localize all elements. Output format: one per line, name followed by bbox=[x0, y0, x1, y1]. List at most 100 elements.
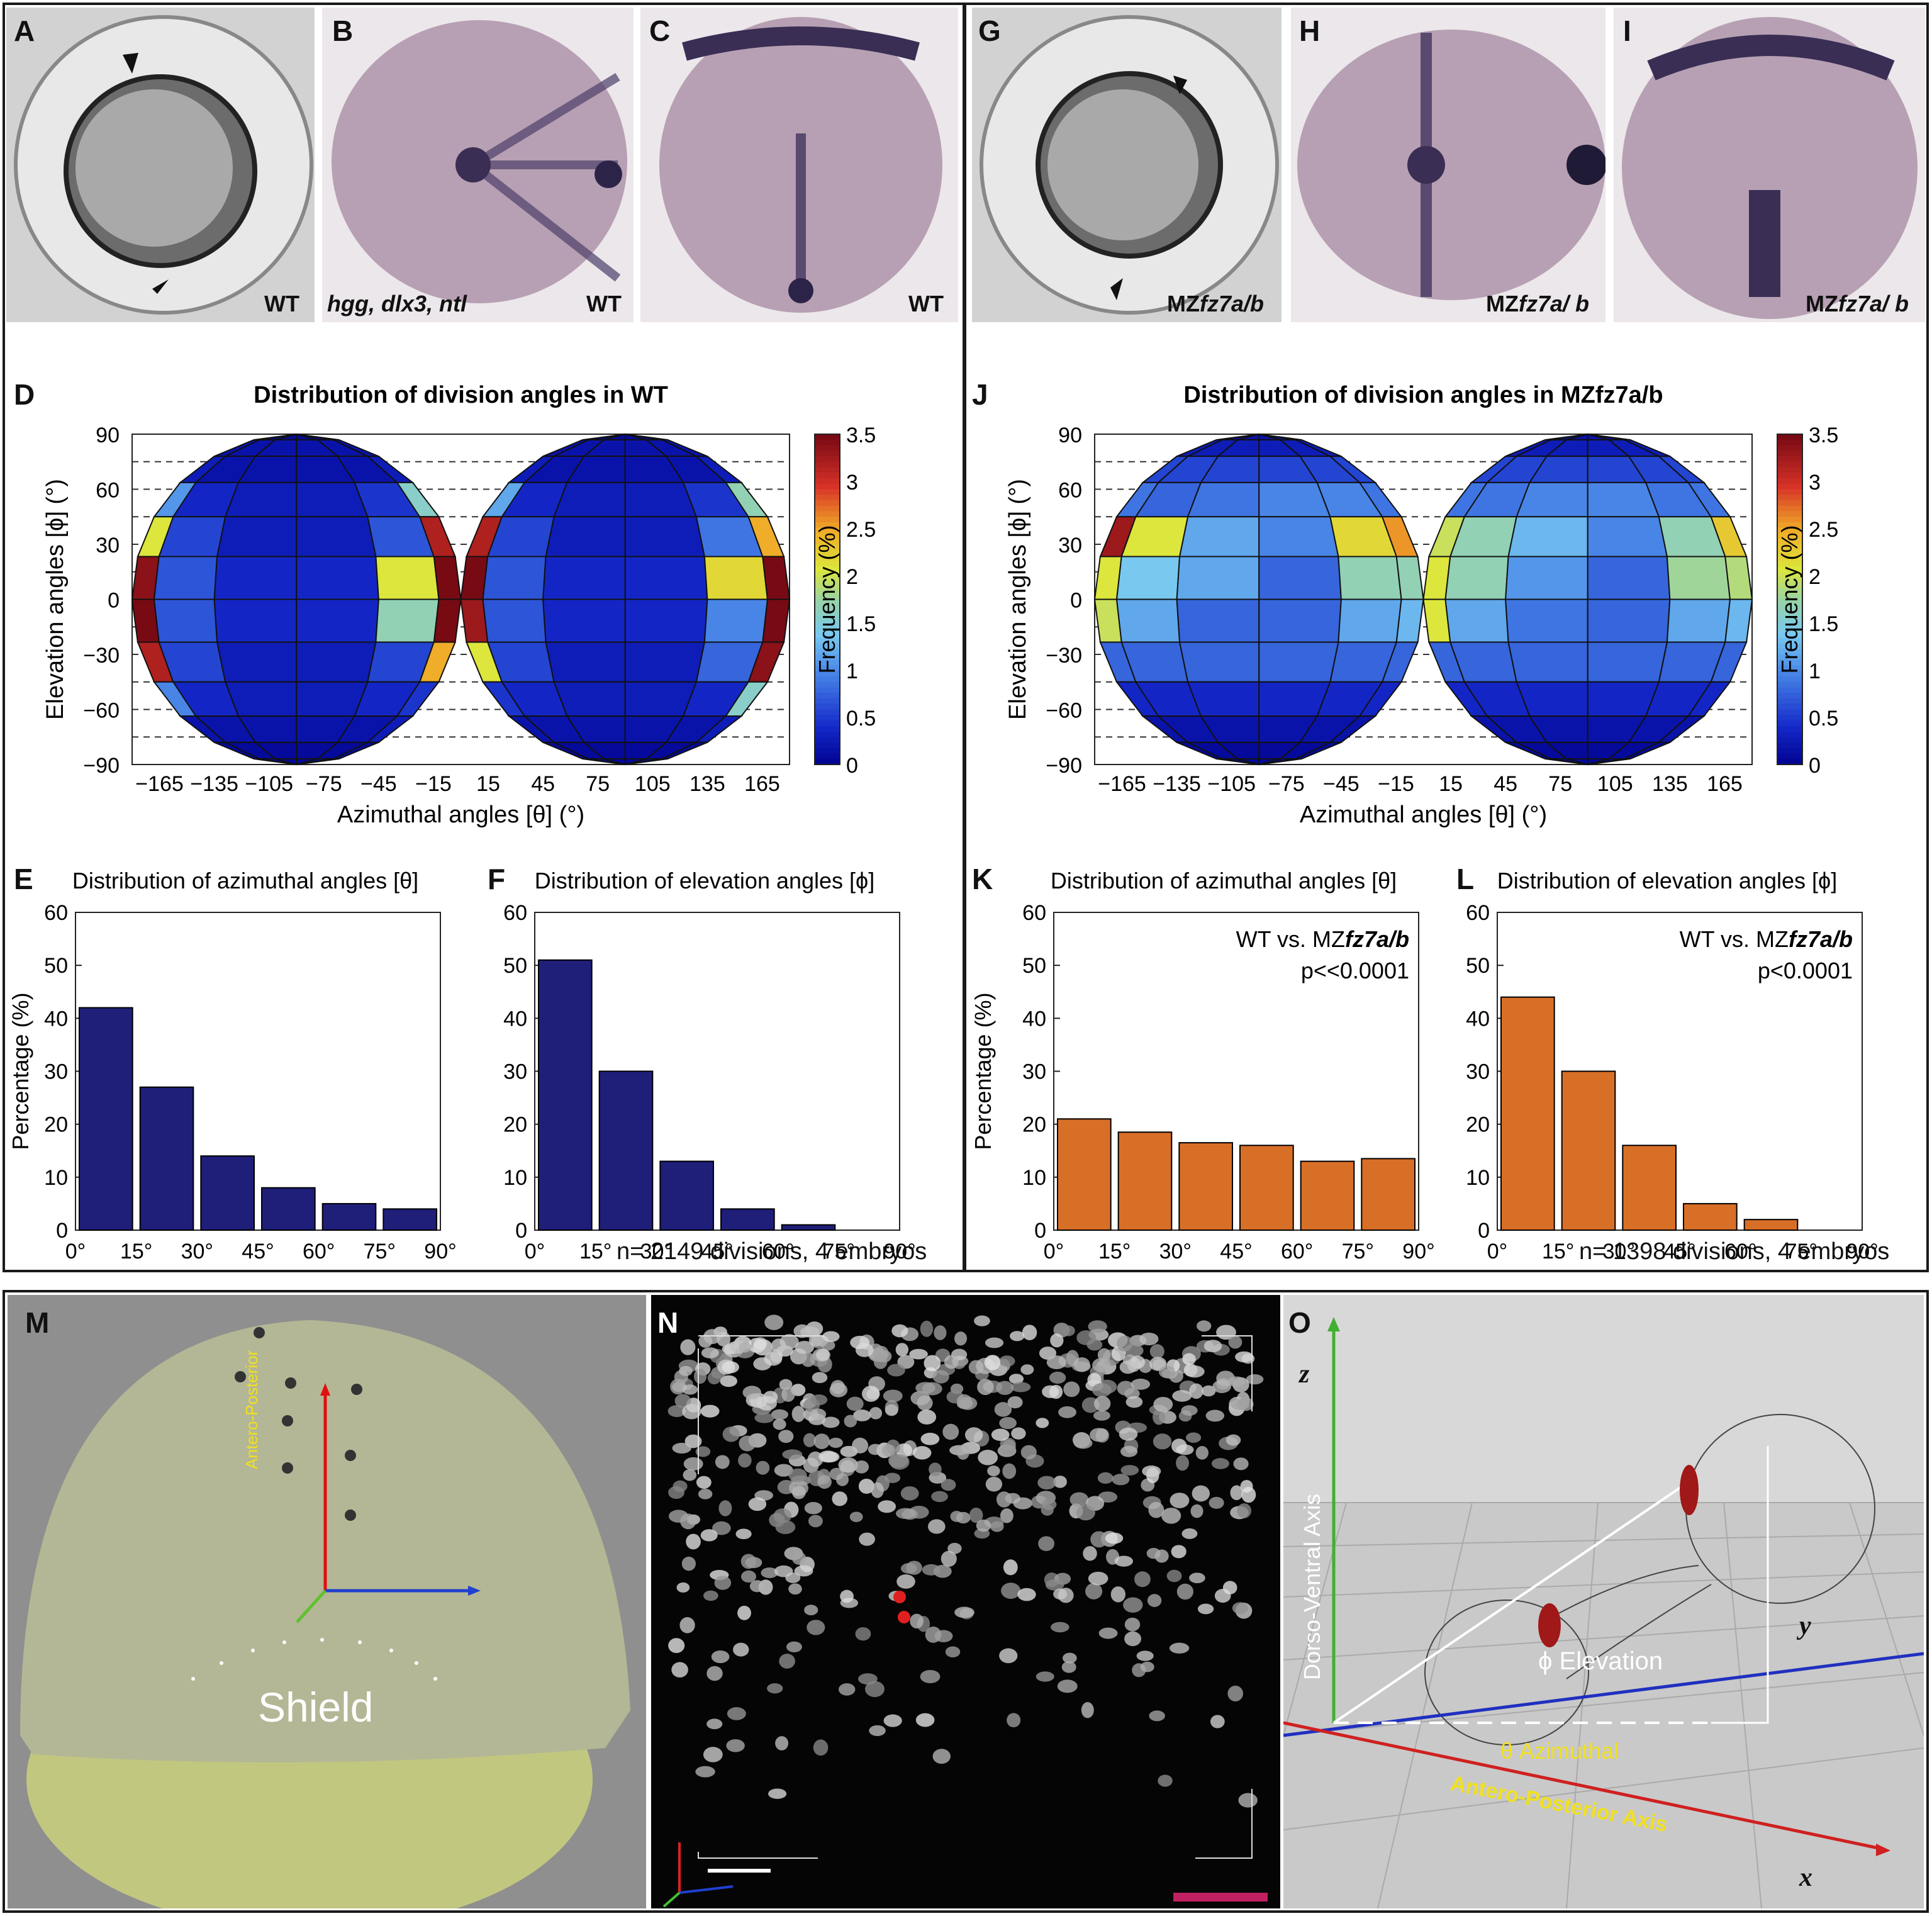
y-tick-label: −60 bbox=[83, 699, 120, 723]
colorbar-segment bbox=[815, 577, 840, 584]
colorbar-tick-label: 0 bbox=[846, 754, 858, 778]
nucleus bbox=[1003, 1559, 1018, 1576]
bar-chart-f: Distribution of elevation angles [ϕ] 0 10 2… bbox=[503, 868, 916, 1263]
heatmap-cell bbox=[1259, 758, 1302, 765]
colorbar-segment bbox=[1777, 461, 1802, 468]
colorbar-segment bbox=[815, 643, 840, 650]
nucleus bbox=[1011, 1427, 1026, 1440]
heatmap-cell bbox=[1724, 598, 1753, 643]
nucleus bbox=[774, 1464, 793, 1477]
bar bbox=[720, 1208, 775, 1231]
nucleus bbox=[727, 1707, 746, 1720]
nucleus bbox=[978, 1450, 998, 1465]
x-tick-label: 90° bbox=[1402, 1240, 1434, 1263]
nucleus bbox=[1197, 1320, 1212, 1332]
nucleus bbox=[835, 1473, 849, 1486]
nucleus bbox=[764, 1314, 784, 1330]
y-tick-label: 40 bbox=[1022, 1007, 1046, 1031]
nucleus bbox=[849, 1511, 863, 1523]
heatmap-cell bbox=[1115, 598, 1181, 643]
bar bbox=[1743, 1219, 1799, 1231]
x-tick-label: 60° bbox=[762, 1240, 794, 1263]
nucleus bbox=[768, 1788, 787, 1799]
nucleus bbox=[1169, 1642, 1190, 1654]
nucleus bbox=[1227, 1376, 1246, 1387]
nucleus bbox=[737, 1605, 751, 1620]
o-elevation-label: ϕ Elevation bbox=[1538, 1647, 1663, 1675]
nucleus bbox=[969, 1508, 983, 1523]
nucleus bbox=[804, 1605, 818, 1616]
colorbar-segment bbox=[1777, 445, 1802, 452]
nucleus bbox=[1125, 1396, 1143, 1408]
panel-g-photo bbox=[972, 8, 1281, 322]
colorbar-segment bbox=[815, 605, 840, 611]
nucleus bbox=[956, 1444, 969, 1460]
panel-letter-e: E bbox=[14, 863, 33, 895]
colorbar-segment bbox=[815, 511, 840, 518]
y-tick-label: 10 bbox=[1022, 1166, 1046, 1190]
nucleus bbox=[800, 1326, 820, 1338]
m-axis-label: Antero-Posterior bbox=[242, 1350, 261, 1469]
panel-m-render bbox=[8, 1295, 646, 1908]
nucleus bbox=[1036, 1418, 1049, 1428]
nucleus bbox=[1117, 1335, 1133, 1352]
y-tick-label: 60 bbox=[96, 479, 120, 503]
colorbar-segment bbox=[815, 549, 840, 556]
nucleus bbox=[954, 1331, 968, 1346]
colorbar-segment bbox=[815, 737, 840, 743]
panel-n-microscopy bbox=[651, 1295, 1280, 1908]
o-azimuthal-label: θ Azimuthal bbox=[1500, 1738, 1619, 1764]
nucleus bbox=[700, 1529, 718, 1542]
x-tick-label: 45° bbox=[1220, 1240, 1252, 1263]
m-shield-label: Shield bbox=[258, 1684, 374, 1730]
y-tick-label: 50 bbox=[1466, 954, 1490, 978]
nucleus bbox=[792, 1486, 806, 1499]
nucleus bbox=[1036, 1671, 1054, 1682]
nucleus bbox=[1093, 1410, 1110, 1421]
y-tick-label: −90 bbox=[1046, 754, 1082, 778]
colorbar-tick-label: 0.5 bbox=[1809, 707, 1838, 731]
panel-letter-h: H bbox=[1299, 14, 1321, 47]
colorbar-segment bbox=[1777, 451, 1802, 457]
panel-letter-c: C bbox=[649, 14, 671, 47]
nucleus bbox=[1171, 1545, 1187, 1559]
heatmap-cell bbox=[1395, 598, 1424, 643]
axis-triad bbox=[679, 1885, 734, 1894]
nucleus bbox=[1158, 1774, 1173, 1787]
x-tick-label: 90° bbox=[1846, 1240, 1878, 1263]
nucleus bbox=[1042, 1385, 1059, 1398]
colorbar-tick-label: 2.5 bbox=[1809, 518, 1838, 542]
y-tick-label: −30 bbox=[1046, 644, 1082, 668]
y-tick-label: 0 bbox=[1070, 589, 1082, 613]
nucleus bbox=[1153, 1396, 1173, 1412]
nucleus bbox=[1222, 1581, 1237, 1594]
nucleus bbox=[1209, 1496, 1224, 1509]
panel-b-caption: WT bbox=[586, 291, 622, 317]
colorbar-segment bbox=[815, 583, 840, 589]
colorbar-segment bbox=[1777, 720, 1802, 727]
colorbar-segment bbox=[815, 544, 840, 551]
nucleus bbox=[846, 1396, 864, 1411]
x-tick-label: 30° bbox=[1159, 1240, 1192, 1263]
bar bbox=[538, 959, 593, 1231]
nucleus bbox=[816, 1348, 830, 1361]
nucleus bbox=[1159, 1365, 1175, 1379]
heatmap-cell bbox=[703, 556, 769, 600]
x-tick-label: 0° bbox=[1044, 1240, 1064, 1263]
heatmap-cell bbox=[1516, 481, 1589, 518]
arrowhead-icon bbox=[1110, 278, 1123, 300]
colorbar-segment bbox=[1777, 737, 1802, 743]
bar bbox=[598, 1070, 654, 1231]
o-dv-axis-label: Dorso-Ventral Axis bbox=[1299, 1493, 1325, 1680]
y-tick-label: 50 bbox=[1022, 954, 1046, 978]
x-tick-label: 60° bbox=[303, 1240, 335, 1263]
o-y-axis-label: y bbox=[1799, 1611, 1811, 1640]
nucleus bbox=[1088, 1571, 1108, 1586]
colorbar-segment bbox=[1777, 665, 1802, 672]
x-tick-label: 165 bbox=[744, 772, 780, 796]
y-tick-label: 50 bbox=[44, 954, 68, 978]
nucleus bbox=[985, 1476, 1003, 1492]
colorbar-segment bbox=[1777, 511, 1802, 518]
x-tick-label: 75 bbox=[1548, 772, 1572, 796]
x-tick-label: 45 bbox=[1494, 772, 1517, 796]
